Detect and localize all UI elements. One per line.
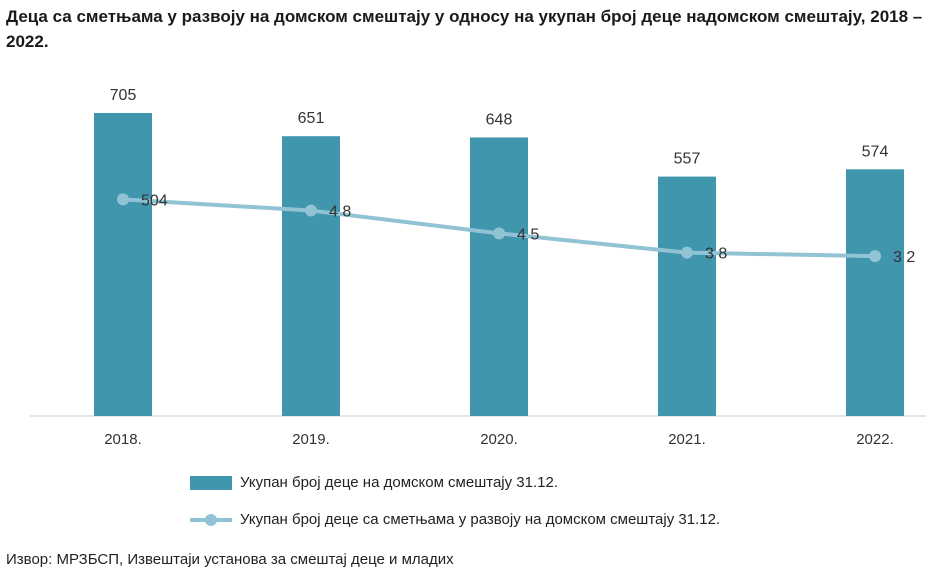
bar-1	[282, 136, 340, 416]
legend-line-swatch	[190, 513, 232, 526]
x-tick-label: 2022.	[856, 431, 894, 448]
line-value-label: 3 8	[705, 246, 727, 263]
legend-bar-label: Укупан број деце на домском смештају 31.…	[240, 474, 558, 491]
x-tick-label: 2019.	[292, 431, 330, 448]
line-value-label: 504	[141, 192, 168, 209]
bar-2	[470, 137, 528, 416]
bar-value-label: 705	[110, 87, 137, 104]
line-value-label: 4 5	[517, 226, 539, 243]
bar-value-label: 557	[674, 151, 701, 168]
line-point-4	[869, 250, 881, 263]
legend-item-bar: Укупан број деце на домском смештају 31.…	[190, 474, 558, 491]
source-note: Извор: МРЗБСП, Извештаји установа за сме…	[6, 551, 454, 568]
x-tick-label: 2020.	[480, 431, 518, 448]
line-point-2	[493, 227, 505, 240]
line-point-1	[305, 204, 317, 217]
legend-line-label: Укупан број деце са сметњама у развоју н…	[240, 511, 721, 528]
bar-value-label: 651	[298, 110, 325, 127]
line-value-label: 3 2	[893, 249, 915, 266]
legend-item-line: Укупан број деце са сметњама у развоју н…	[190, 511, 720, 528]
line-point-3	[681, 246, 693, 259]
legend-bar-swatch	[190, 475, 232, 490]
x-tick-label: 2018.	[104, 431, 142, 448]
bar-value-label: 648	[486, 111, 513, 128]
line-value-label: 4 8	[329, 204, 351, 221]
bar-value-label: 574	[862, 143, 889, 160]
chart-title: Деца са сметњама у развоју на домском см…	[6, 7, 923, 51]
bar-0	[94, 112, 152, 416]
bar-3	[658, 176, 716, 416]
chart-area: 705 651 648 557 574 504 4 8 4 5 3 8 3 2 2018. 201…	[30, 87, 926, 448]
bar-4	[846, 169, 904, 416]
x-tick-label: 2021.	[668, 431, 706, 448]
line-point-0	[117, 193, 129, 206]
